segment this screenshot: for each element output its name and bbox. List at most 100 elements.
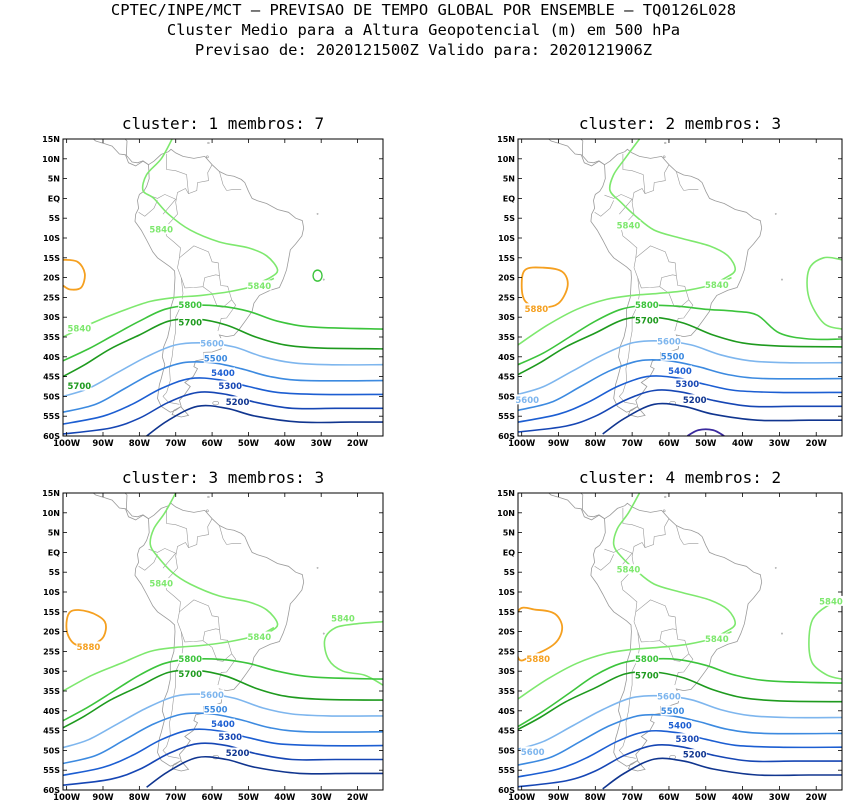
contour-band-2 — [518, 713, 842, 766]
contour-label-c5800: 5800 — [635, 301, 659, 311]
lon-label: 50W — [238, 793, 260, 803]
lat-label: 60S — [498, 432, 515, 441]
contour-band-4 — [518, 743, 842, 788]
lat-label: 25S — [43, 647, 60, 656]
country-border — [202, 275, 233, 308]
island — [322, 278, 325, 281]
central-america-coastline — [124, 139, 149, 166]
lat-label: 15S — [43, 608, 60, 617]
country-border — [604, 194, 633, 215]
south-america-coastline — [590, 502, 763, 767]
contour-label-c5800: 5800 — [635, 655, 659, 665]
contour-5880 — [520, 266, 569, 309]
contour-label-c5840a: 5840 — [149, 226, 173, 236]
contour-label-c5880: 5880 — [525, 305, 549, 315]
lon-label: 30W — [311, 439, 333, 449]
lat-label: 25S — [43, 293, 60, 302]
contour-label-c5800: 5800 — [178, 655, 202, 665]
lon-label: 40W — [274, 793, 296, 803]
contour-label-c5800: 5800 — [178, 301, 202, 311]
contour-label-c5600: 5600 — [200, 340, 224, 350]
lon-label: 90W — [548, 793, 570, 803]
lat-label: 45S — [498, 727, 515, 736]
central-america-pacific-coast — [548, 493, 605, 521]
country-border — [177, 599, 220, 643]
contour-label-c5400: 5400 — [211, 720, 235, 730]
contour-label-c5700: 5700 — [178, 670, 202, 680]
lat-label: 50S — [498, 746, 515, 755]
contour-label-c5600b: 5600 — [521, 748, 545, 758]
contour-5840-north — [608, 139, 737, 285]
lon-label: 80W — [585, 793, 607, 803]
lat-label: 45S — [43, 727, 60, 736]
lat-label: 20S — [498, 628, 515, 637]
lat-label: 30S — [43, 667, 60, 676]
lat-label: 25S — [498, 647, 515, 656]
lon-label: 40W — [732, 439, 754, 449]
panel-1-title: cluster: 1 membros: 7 — [121, 114, 325, 133]
lat-label: 30S — [498, 313, 515, 322]
map-panel-4: 15N 10N 5N EQ 5S 10S 15S 20S 25S 30S 35S 40S 45S 50S 5… — [497, 489, 843, 803]
contour-5840-east — [806, 256, 842, 330]
contour-label-bg — [668, 720, 692, 731]
contour-label-c5840b: 5840 — [248, 282, 272, 292]
country-border — [659, 275, 690, 308]
island — [664, 495, 667, 499]
south-america-coastline — [590, 148, 763, 413]
lon-label: 30W — [769, 439, 791, 449]
contour-5840-north — [141, 139, 279, 285]
contour-label-c5300: 5300 — [676, 380, 700, 390]
country-border — [202, 629, 233, 662]
contour-5800 — [518, 304, 842, 366]
lon-label: 20W — [347, 793, 369, 803]
contour-label-c5840c: 5840 — [331, 614, 355, 624]
contour-5840-north — [149, 493, 279, 639]
contour-label-bg — [178, 317, 203, 328]
contour-label-bg — [200, 689, 225, 700]
contour-label-c5840b: 5840 — [705, 635, 729, 645]
contour-label-c5300: 5300 — [218, 382, 242, 392]
south-america-coastline — [134, 148, 305, 413]
lat-label: 5S — [504, 214, 516, 223]
map-frame — [62, 492, 384, 791]
island — [146, 125, 150, 127]
contour-label-bg — [178, 653, 203, 664]
contour-label-c5600: 5600 — [200, 691, 224, 701]
contour-label-c5840b: 5840 — [248, 633, 272, 643]
lat-label: 45S — [43, 373, 60, 382]
island — [774, 566, 777, 569]
lat-label: 35S — [498, 687, 515, 696]
island — [206, 155, 209, 159]
contour-label-c5840a: 5840 — [149, 580, 173, 590]
contour-label-bg — [682, 749, 707, 760]
lat-label: 50S — [43, 746, 60, 755]
island — [662, 509, 666, 513]
lat-label: 10N — [497, 509, 515, 518]
contour-label-bg — [660, 350, 685, 361]
island — [662, 155, 666, 159]
island — [163, 122, 171, 125]
contour-label-bg — [149, 578, 174, 589]
lon-label: 90W — [92, 793, 114, 803]
contour-label-c5600b: 5600 — [515, 396, 539, 406]
contour-band-4 — [518, 389, 842, 433]
contour-label-bg — [682, 394, 707, 405]
contour-band-5 — [146, 404, 383, 436]
central-america-coastline — [580, 139, 605, 166]
country-border — [683, 189, 699, 191]
island — [316, 566, 319, 569]
country-border — [676, 525, 684, 545]
lon-label: 80W — [585, 439, 607, 449]
island — [316, 212, 319, 215]
contour-band-3 — [518, 729, 842, 778]
island — [644, 125, 649, 127]
contour-label-c5200: 5200 — [683, 751, 707, 761]
tierra-del-fuego — [627, 406, 646, 418]
contour-label-bg — [218, 380, 243, 391]
island — [781, 278, 783, 281]
map-panel-2: 15N10N5NEQ5S10S15S20S25S30S35S40S45S50S5… — [497, 125, 843, 449]
lat-label: EQ — [503, 548, 515, 557]
lon-label: 20W — [806, 793, 828, 803]
island — [207, 495, 210, 499]
